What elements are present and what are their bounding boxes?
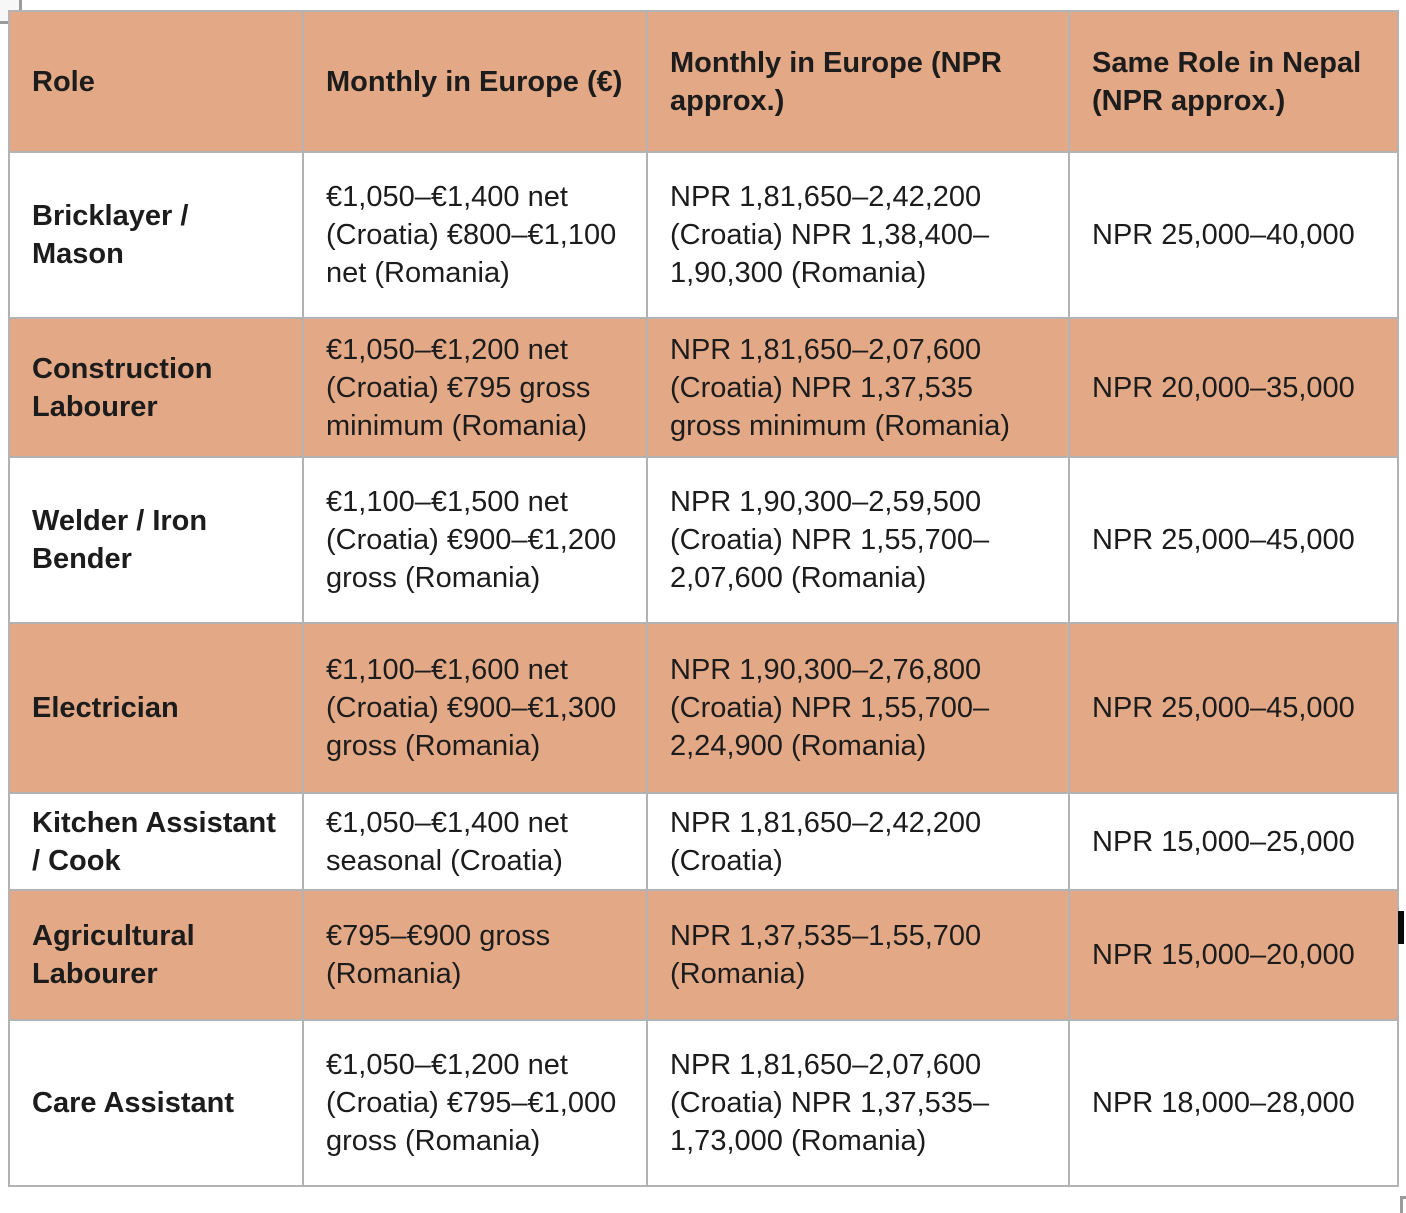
table-row: Kitchen Assistant / Cook €1,050–€1,400 n… [8, 792, 1399, 891]
table-row: Electrician €1,100–€1,600 net (Croatia) … [8, 622, 1399, 794]
table-row: Care Assistant €1,050–€1,200 net (Croati… [8, 1019, 1399, 1187]
table-row: Bricklayer / Mason €1,050–€1,400 net (Cr… [8, 151, 1399, 319]
same-role-nepal-npr-cell[interactable]: NPR 25,000–45,000 [1068, 456, 1399, 624]
monthly-europe-npr-cell[interactable]: NPR 1,90,300–2,59,500 (Croatia) NPR 1,55… [646, 456, 1070, 624]
monthly-europe-eur-cell[interactable]: €1,050–€1,400 net seasonal (Croatia) [302, 792, 648, 891]
same-role-nepal-npr-cell[interactable]: NPR 20,000–35,000 [1068, 317, 1399, 458]
role-cell[interactable]: Bricklayer / Mason [8, 151, 304, 319]
monthly-europe-eur-cell[interactable]: €1,100–€1,500 net (Croatia) €900–€1,200 … [302, 456, 648, 624]
monthly-europe-eur-cell[interactable]: €1,050–€1,200 net (Croatia) €795–€1,000 … [302, 1019, 648, 1187]
monthly-europe-eur-cell[interactable]: €1,050–€1,400 net (Croatia) €800–€1,100 … [302, 151, 648, 319]
role-cell[interactable]: Care Assistant [8, 1019, 304, 1187]
salary-comparison-table: Role Monthly in Europe (€) Monthly in Eu… [8, 10, 1399, 1187]
role-cell[interactable]: Agricultural Labourer [8, 889, 304, 1021]
column-header-same-role-nepal[interactable]: Same Role in Nepal (NPR approx.) [1068, 10, 1399, 153]
role-cell[interactable]: Electrician [8, 622, 304, 794]
column-header-monthly-europe-npr[interactable]: Monthly in Europe (NPR approx.) [646, 10, 1070, 153]
same-role-nepal-npr-cell[interactable]: NPR 15,000–20,000 [1068, 889, 1399, 1021]
header-row: Role Monthly in Europe (€) Monthly in Eu… [8, 10, 1399, 153]
monthly-europe-eur-cell[interactable]: €1,050–€1,200 net (Croatia) €795 gross m… [302, 317, 648, 458]
monthly-europe-npr-cell[interactable]: NPR 1,37,535–1,55,700 (Romania) [646, 889, 1070, 1021]
table-row: Construction Labourer €1,050–€1,200 net … [8, 317, 1399, 458]
table-row: Agricultural Labourer €795–€900 gross (R… [8, 889, 1399, 1021]
same-role-nepal-npr-cell[interactable]: NPR 25,000–45,000 [1068, 622, 1399, 794]
monthly-europe-npr-cell[interactable]: NPR 1,81,650–2,07,600 (Croatia) NPR 1,37… [646, 1019, 1070, 1187]
monthly-europe-eur-cell[interactable]: €1,100–€1,600 net (Croatia) €900–€1,300 … [302, 622, 648, 794]
monthly-europe-npr-cell[interactable]: NPR 1,81,650–2,07,600 (Croatia) NPR 1,37… [646, 317, 1070, 458]
monthly-europe-npr-cell[interactable]: NPR 1,90,300–2,76,800 (Croatia) NPR 1,55… [646, 622, 1070, 794]
role-cell[interactable]: Welder / Iron Bender [8, 456, 304, 624]
table-row: Welder / Iron Bender €1,100–€1,500 net (… [8, 456, 1399, 624]
same-role-nepal-npr-cell[interactable]: NPR 25,000–40,000 [1068, 151, 1399, 319]
same-role-nepal-npr-cell[interactable]: NPR 15,000–25,000 [1068, 792, 1399, 891]
monthly-europe-npr-cell[interactable]: NPR 1,81,650–2,42,200 (Croatia) NPR 1,38… [646, 151, 1070, 319]
table-body: Bricklayer / Mason €1,050–€1,400 net (Cr… [8, 151, 1399, 1187]
same-role-nepal-npr-cell[interactable]: NPR 18,000–28,000 [1068, 1019, 1399, 1187]
column-header-role[interactable]: Role [8, 10, 304, 153]
column-header-monthly-europe-eur[interactable]: Monthly in Europe (€) [302, 10, 648, 153]
table-resize-handle[interactable] [1400, 1196, 1406, 1213]
role-cell[interactable]: Construction Labourer [8, 317, 304, 458]
monthly-europe-eur-cell[interactable]: €795–€900 gross (Romania) [302, 889, 648, 1021]
monthly-europe-npr-cell[interactable]: NPR 1,81,650–2,42,200 (Croatia) [646, 792, 1070, 891]
role-cell[interactable]: Kitchen Assistant / Cook [8, 792, 304, 891]
scrollbar-thumb[interactable] [1398, 911, 1404, 944]
